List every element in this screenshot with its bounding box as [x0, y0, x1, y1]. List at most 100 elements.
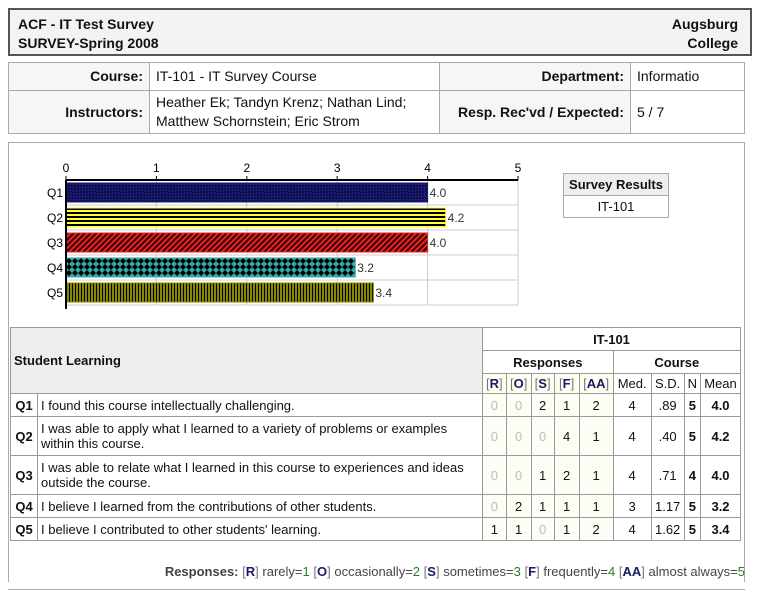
mean: 4.0	[700, 393, 741, 417]
std-dev: 1.17	[650, 494, 685, 518]
mean: 3.2	[700, 494, 741, 518]
table-row: Q2 I was able to apply what I learned to …	[10, 416, 741, 456]
response-count: 0	[482, 393, 507, 417]
responses-value: 5 / 7	[630, 90, 745, 134]
table-row: Q4 I believe I learned from the contribut…	[10, 494, 741, 518]
response-count: 2	[578, 517, 614, 541]
institution: Augsburg College	[672, 15, 738, 53]
instructors-line2: Matthew Schornstein; Eric Strom	[156, 113, 360, 129]
std-dev: .40	[650, 416, 685, 456]
count-n: 5	[683, 393, 702, 417]
count-n: 5	[683, 416, 702, 456]
category-label: Q1	[47, 186, 63, 200]
results-table: Student Learning IT-101 Responses Course…	[10, 327, 742, 541]
survey-results-legend: Survey Results IT-101	[563, 173, 669, 218]
category-label: Q2	[47, 211, 63, 225]
responses-header: Responses	[482, 350, 614, 374]
response-count: 1	[578, 455, 614, 495]
question-text: I believe I learned from the contributio…	[37, 494, 483, 518]
value-label: 4.0	[430, 236, 447, 250]
question-id: Q3	[10, 455, 38, 495]
bar-q3	[65, 232, 429, 253]
section-title: Student Learning	[10, 327, 483, 394]
resp-col-f: [F]	[553, 373, 580, 394]
tick-label: 4	[424, 161, 431, 175]
tick-label: 0	[63, 161, 70, 175]
stat-col: N	[683, 373, 702, 394]
response-count: 1	[482, 517, 507, 541]
response-count: 1	[530, 494, 555, 518]
instructors-line1: Heather Ek; Tandyn Krenz; Nathan Lind;	[156, 94, 407, 110]
response-count: 0	[505, 393, 532, 417]
std-dev: 1.62	[650, 517, 685, 541]
response-count: 1	[553, 393, 580, 417]
response-count: 0	[482, 455, 507, 495]
response-count: 0	[505, 455, 532, 495]
course-info-table: Course: IT-101 - IT Survey Course Depart…	[8, 62, 745, 134]
median: 4	[612, 455, 652, 495]
mean: 3.4	[700, 517, 741, 541]
response-count: 1	[505, 517, 532, 541]
mean: 4.0	[700, 455, 741, 495]
instructors-label: Instructors:	[8, 90, 150, 134]
value-label: 4.2	[448, 211, 465, 225]
response-count: 2	[578, 393, 614, 417]
stat-col: S.D.	[650, 373, 685, 394]
response-count: 4	[553, 416, 580, 456]
table-row: Q5 I believe I contributed to other stude…	[10, 517, 741, 541]
resp-col-r: [R]	[482, 373, 507, 394]
median: 4	[612, 393, 652, 417]
survey-results-title: Survey Results	[564, 174, 668, 196]
divider	[8, 589, 745, 590]
question-id: Q1	[10, 393, 38, 417]
stat-col: Mean	[700, 373, 741, 394]
response-count: 0	[530, 416, 555, 456]
responses-legend: Responses: [R] rarely=1 [O] occasionally…	[165, 564, 745, 579]
question-id: Q4	[10, 494, 38, 518]
table-row: Q3 I was able to relate what I learned in…	[10, 455, 741, 495]
median: 4	[612, 517, 652, 541]
count-n: 5	[683, 517, 702, 541]
legend-item: [F] frequently=4	[524, 564, 616, 579]
category-label: Q5	[47, 286, 63, 300]
response-count: 0	[482, 416, 507, 456]
mean-bar-chart: 0 1 2 3 4 5 Q1 4.0 Q2 4.2 Q3 4.0 Q4 3.2 Q5 3.4	[47, 161, 522, 309]
institution-line1: Augsburg	[671, 16, 738, 32]
bar-q5	[65, 282, 374, 303]
response-count: 2	[505, 494, 532, 518]
legend-label: Responses:	[164, 564, 239, 579]
bar-q2	[65, 207, 447, 228]
table-row: Q1 I found this course intellectually cha…	[10, 393, 741, 417]
response-count: 0	[505, 416, 532, 456]
std-dev: .71	[650, 455, 685, 495]
response-count: 0	[482, 494, 507, 518]
department-label: Department:	[439, 62, 631, 91]
resp-col-s: [S]	[530, 373, 555, 394]
resp-col-aa: [AA]	[578, 373, 614, 394]
responses-label: Resp. Rec'vd / Expected:	[439, 90, 631, 134]
count-n: 4	[683, 455, 702, 495]
institution-line2: College	[687, 35, 738, 51]
bar-q4	[65, 257, 356, 278]
tick-label: 3	[334, 161, 341, 175]
resp-col-o: [O]	[505, 373, 532, 394]
category-label: Q3	[47, 236, 63, 250]
value-label: 3.4	[375, 286, 392, 300]
response-count: 2	[553, 455, 580, 495]
count-n: 5	[683, 494, 702, 518]
response-count: 1	[578, 416, 614, 456]
survey-results-item: IT-101	[597, 199, 635, 214]
course-value: IT-101 - IT Survey Course	[149, 62, 440, 91]
results-panel	[8, 142, 745, 582]
question-text: I was able to apply what I learned to a …	[37, 416, 483, 456]
std-dev: .89	[650, 393, 685, 417]
legend-item: [S] sometimes=3	[423, 564, 521, 579]
survey-subtitle: SURVEY-Spring 2008	[18, 35, 159, 51]
value-label: 3.2	[357, 261, 374, 275]
value-label: 4.0	[430, 186, 447, 200]
legend-item: [O] occasionally=2	[313, 564, 421, 579]
response-count: 1	[578, 494, 614, 518]
question-text: I found this course intellectually chall…	[37, 393, 483, 417]
question-id: Q5	[10, 517, 38, 541]
tick-label: 2	[243, 161, 250, 175]
